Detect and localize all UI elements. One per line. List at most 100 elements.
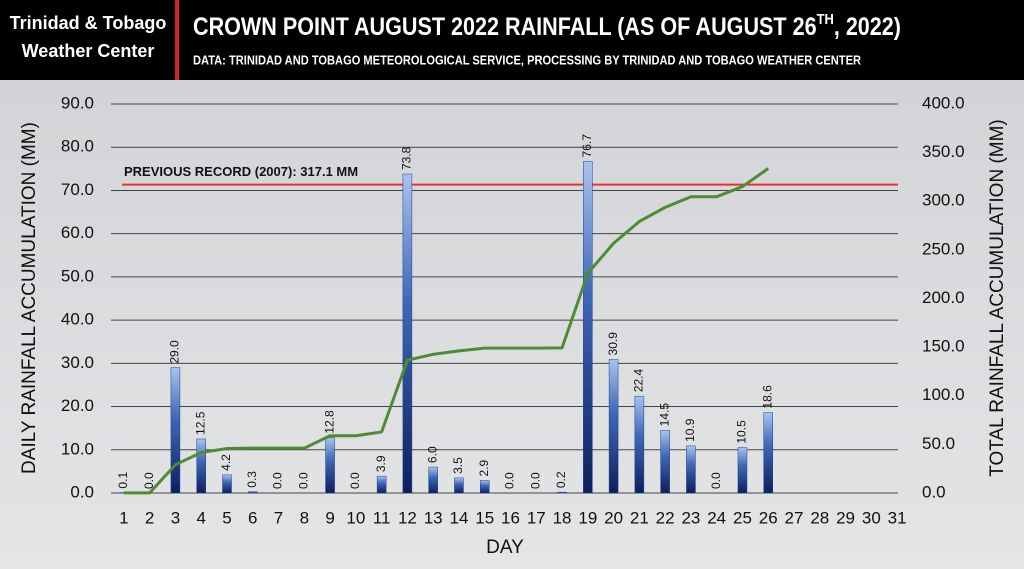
x-tick-label: 26: [759, 508, 778, 527]
y-tick-label: 80.0: [61, 137, 94, 156]
bar: [248, 491, 258, 494]
y-tick-label: 60.0: [61, 223, 94, 242]
x-tick-label: 8: [300, 508, 309, 527]
x-tick-label: 17: [527, 508, 546, 527]
value-label: 0.0: [709, 472, 723, 489]
chart-title: CROWN POINT AUGUST 2022 RAINFALL (AS OF …: [193, 11, 901, 41]
bar: [686, 445, 696, 494]
brand: Trinidad & Tobago: [10, 13, 167, 33]
header-divider: [175, 0, 179, 80]
chart-subtitle: DATA: TRINIDAD AND TOBAGO METEOROLOGICAL…: [193, 52, 862, 67]
title-part: TH: [817, 11, 834, 28]
header-bar: [0, 0, 1024, 80]
x-tick-label: 7: [274, 508, 283, 527]
value-label: 0.3: [245, 471, 259, 488]
value-label: 0.1: [116, 472, 130, 489]
title-part: , 2022): [834, 13, 901, 41]
x-tick-label: 11: [373, 508, 391, 527]
y2-tick-label: 250.0: [922, 239, 965, 258]
x-tick-label: 23: [681, 508, 700, 527]
value-label: 12.8: [322, 410, 336, 434]
value-label: 4.2: [219, 454, 233, 471]
x-tick-label: 16: [501, 508, 520, 527]
y2-tick-label: 50.0: [922, 434, 955, 453]
value-label: 22.4: [632, 369, 646, 393]
x-tick-label: 31: [888, 508, 907, 527]
value-label: 30.9: [606, 332, 620, 356]
y2-tick-label: 0.0: [922, 482, 946, 501]
bar: [608, 359, 619, 494]
x-tick-label: 21: [630, 508, 649, 527]
value-label: 0.0: [271, 472, 285, 489]
y2-tick-label: 150.0: [922, 337, 965, 356]
x-tick-label: 6: [248, 508, 257, 527]
y-tick-label: 30.0: [61, 353, 94, 372]
x-tick-label: 3: [171, 508, 180, 527]
bar: [376, 475, 387, 494]
value-label: 0.0: [296, 472, 310, 489]
x-tick-label: 24: [707, 508, 726, 527]
y2-tick-label: 400.0: [922, 93, 965, 112]
y2-tick-label: 350.0: [922, 142, 965, 161]
x-tick-label: 18: [553, 508, 572, 527]
value-label: 73.8: [400, 146, 414, 170]
x-tick-label: 25: [733, 508, 752, 527]
y-tick-label: 0.0: [70, 482, 94, 501]
value-label: 12.5: [193, 411, 207, 435]
value-label: 0.0: [503, 472, 517, 489]
value-label: 0.0: [142, 472, 156, 489]
x-tick-label: 19: [578, 508, 597, 527]
record-label: PREVIOUS RECORD (2007): 317.1 MM: [124, 164, 358, 179]
x-tick-label: 9: [325, 508, 334, 527]
bar: [170, 367, 181, 494]
x-tick-label: 22: [656, 508, 675, 527]
x-tick-label: 5: [222, 508, 231, 527]
value-label: 10.5: [735, 420, 749, 444]
value-label: 2.9: [477, 459, 491, 476]
title-part: CROWN POINT AUGUST 2022 RAINFALL (AS OF …: [193, 13, 817, 41]
bar: [222, 474, 232, 494]
value-label: 0.2: [554, 471, 568, 488]
bar: [583, 161, 593, 494]
x-tick-label: 10: [346, 508, 365, 527]
y-tick-label: 40.0: [61, 310, 94, 329]
x-tick-label: 27: [785, 508, 804, 527]
y-tick-label: 70.0: [61, 180, 94, 199]
y2-axis-label: TOTAL RAINFALL ACCUMULATION (MM): [987, 119, 1008, 477]
value-label: 0.0: [348, 472, 362, 489]
y-tick-label: 10.0: [61, 439, 94, 458]
value-label: 10.9: [683, 418, 697, 442]
x-tick-label: 1: [119, 508, 128, 527]
y-tick-label: 20.0: [61, 396, 94, 415]
bar: [737, 447, 748, 494]
line: [123, 167, 770, 495]
brand: Weather Center: [22, 41, 155, 61]
y-tick-label: 90.0: [61, 93, 94, 112]
y2-tick-label: 300.0: [922, 191, 965, 210]
value-label: 6.0: [425, 446, 439, 463]
value-label: 14.5: [657, 403, 671, 427]
y2-tick-label: 200.0: [922, 288, 965, 307]
x-tick-label: 30: [862, 508, 881, 527]
y-axis-label: DAILY RAINFALL ACCUMULATION (MM): [19, 122, 40, 474]
bar: [557, 491, 567, 494]
value-label: 3.9: [374, 455, 388, 472]
x-axis-label: DAY: [486, 537, 524, 558]
bar: [428, 466, 438, 494]
bar: [660, 430, 670, 494]
bar: [479, 480, 490, 494]
bar: [196, 438, 206, 494]
bar: [325, 437, 335, 494]
value-label: 29.0: [168, 340, 182, 364]
y-tick-label: 50.0: [61, 266, 94, 285]
x-tick-label: 12: [398, 508, 417, 527]
value-label: 0.0: [528, 472, 542, 489]
x-tick-label: 29: [836, 508, 855, 527]
value-label: 18.6: [760, 385, 774, 409]
bar: [634, 395, 645, 494]
x-tick-label: 20: [604, 508, 623, 527]
bar: [454, 477, 464, 494]
bar: [763, 412, 773, 494]
